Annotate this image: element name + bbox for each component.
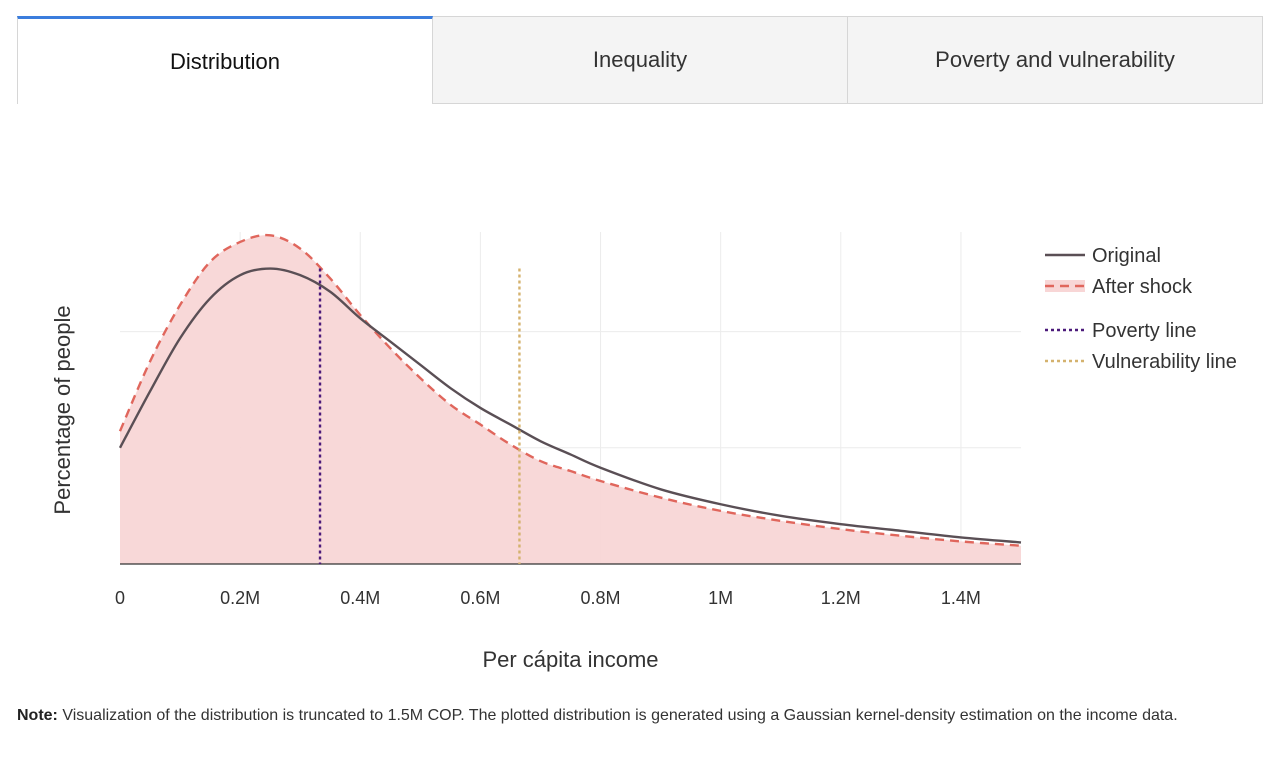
tab-distribution[interactable]: Distribution [17,16,433,104]
x-tick-label: 1.2M [821,588,861,608]
y-axis-title: Percentage of people [50,305,75,514]
x-tick-label: 0.8M [581,588,621,608]
original-line [118,267,1022,544]
note-text: Visualization of the distribution is tru… [57,707,1178,724]
after-shock-area [120,235,1021,564]
tab-bar: Distribution Inequality Poverty and vuln… [17,16,1263,104]
tab-poverty-and-vulnerability[interactable]: Poverty and vulnerability [848,16,1263,104]
x-tick-label: 0 [115,588,125,608]
after-shock-line [118,233,1022,547]
x-axis-title: Per cápita income [482,647,658,672]
x-tick-label: 1M [708,588,733,608]
x-tick-label: 0.4M [340,588,380,608]
legend-after-shock-label: After shock [1092,276,1193,298]
legend-poverty-line-label: Poverty line [1092,320,1197,342]
x-tick-label: 0.6M [460,588,500,608]
x-tick-label: 0.2M [220,588,260,608]
note-label: Note: [17,707,58,724]
legend-vulnerability-line-label: Vulnerability line [1092,351,1237,373]
income-distribution-chart: 0 0.2M 0.4M 0.6M 0.8M 1M 1.2M 1.4M Per cápita in… [50,232,1237,672]
x-tick-label: 1.4M [941,588,981,608]
tab-inequality[interactable]: Inequality [433,16,848,104]
legend-original-label: Original [1092,245,1161,267]
chart-note: Note: Visualization of the distribution … [17,703,1257,729]
